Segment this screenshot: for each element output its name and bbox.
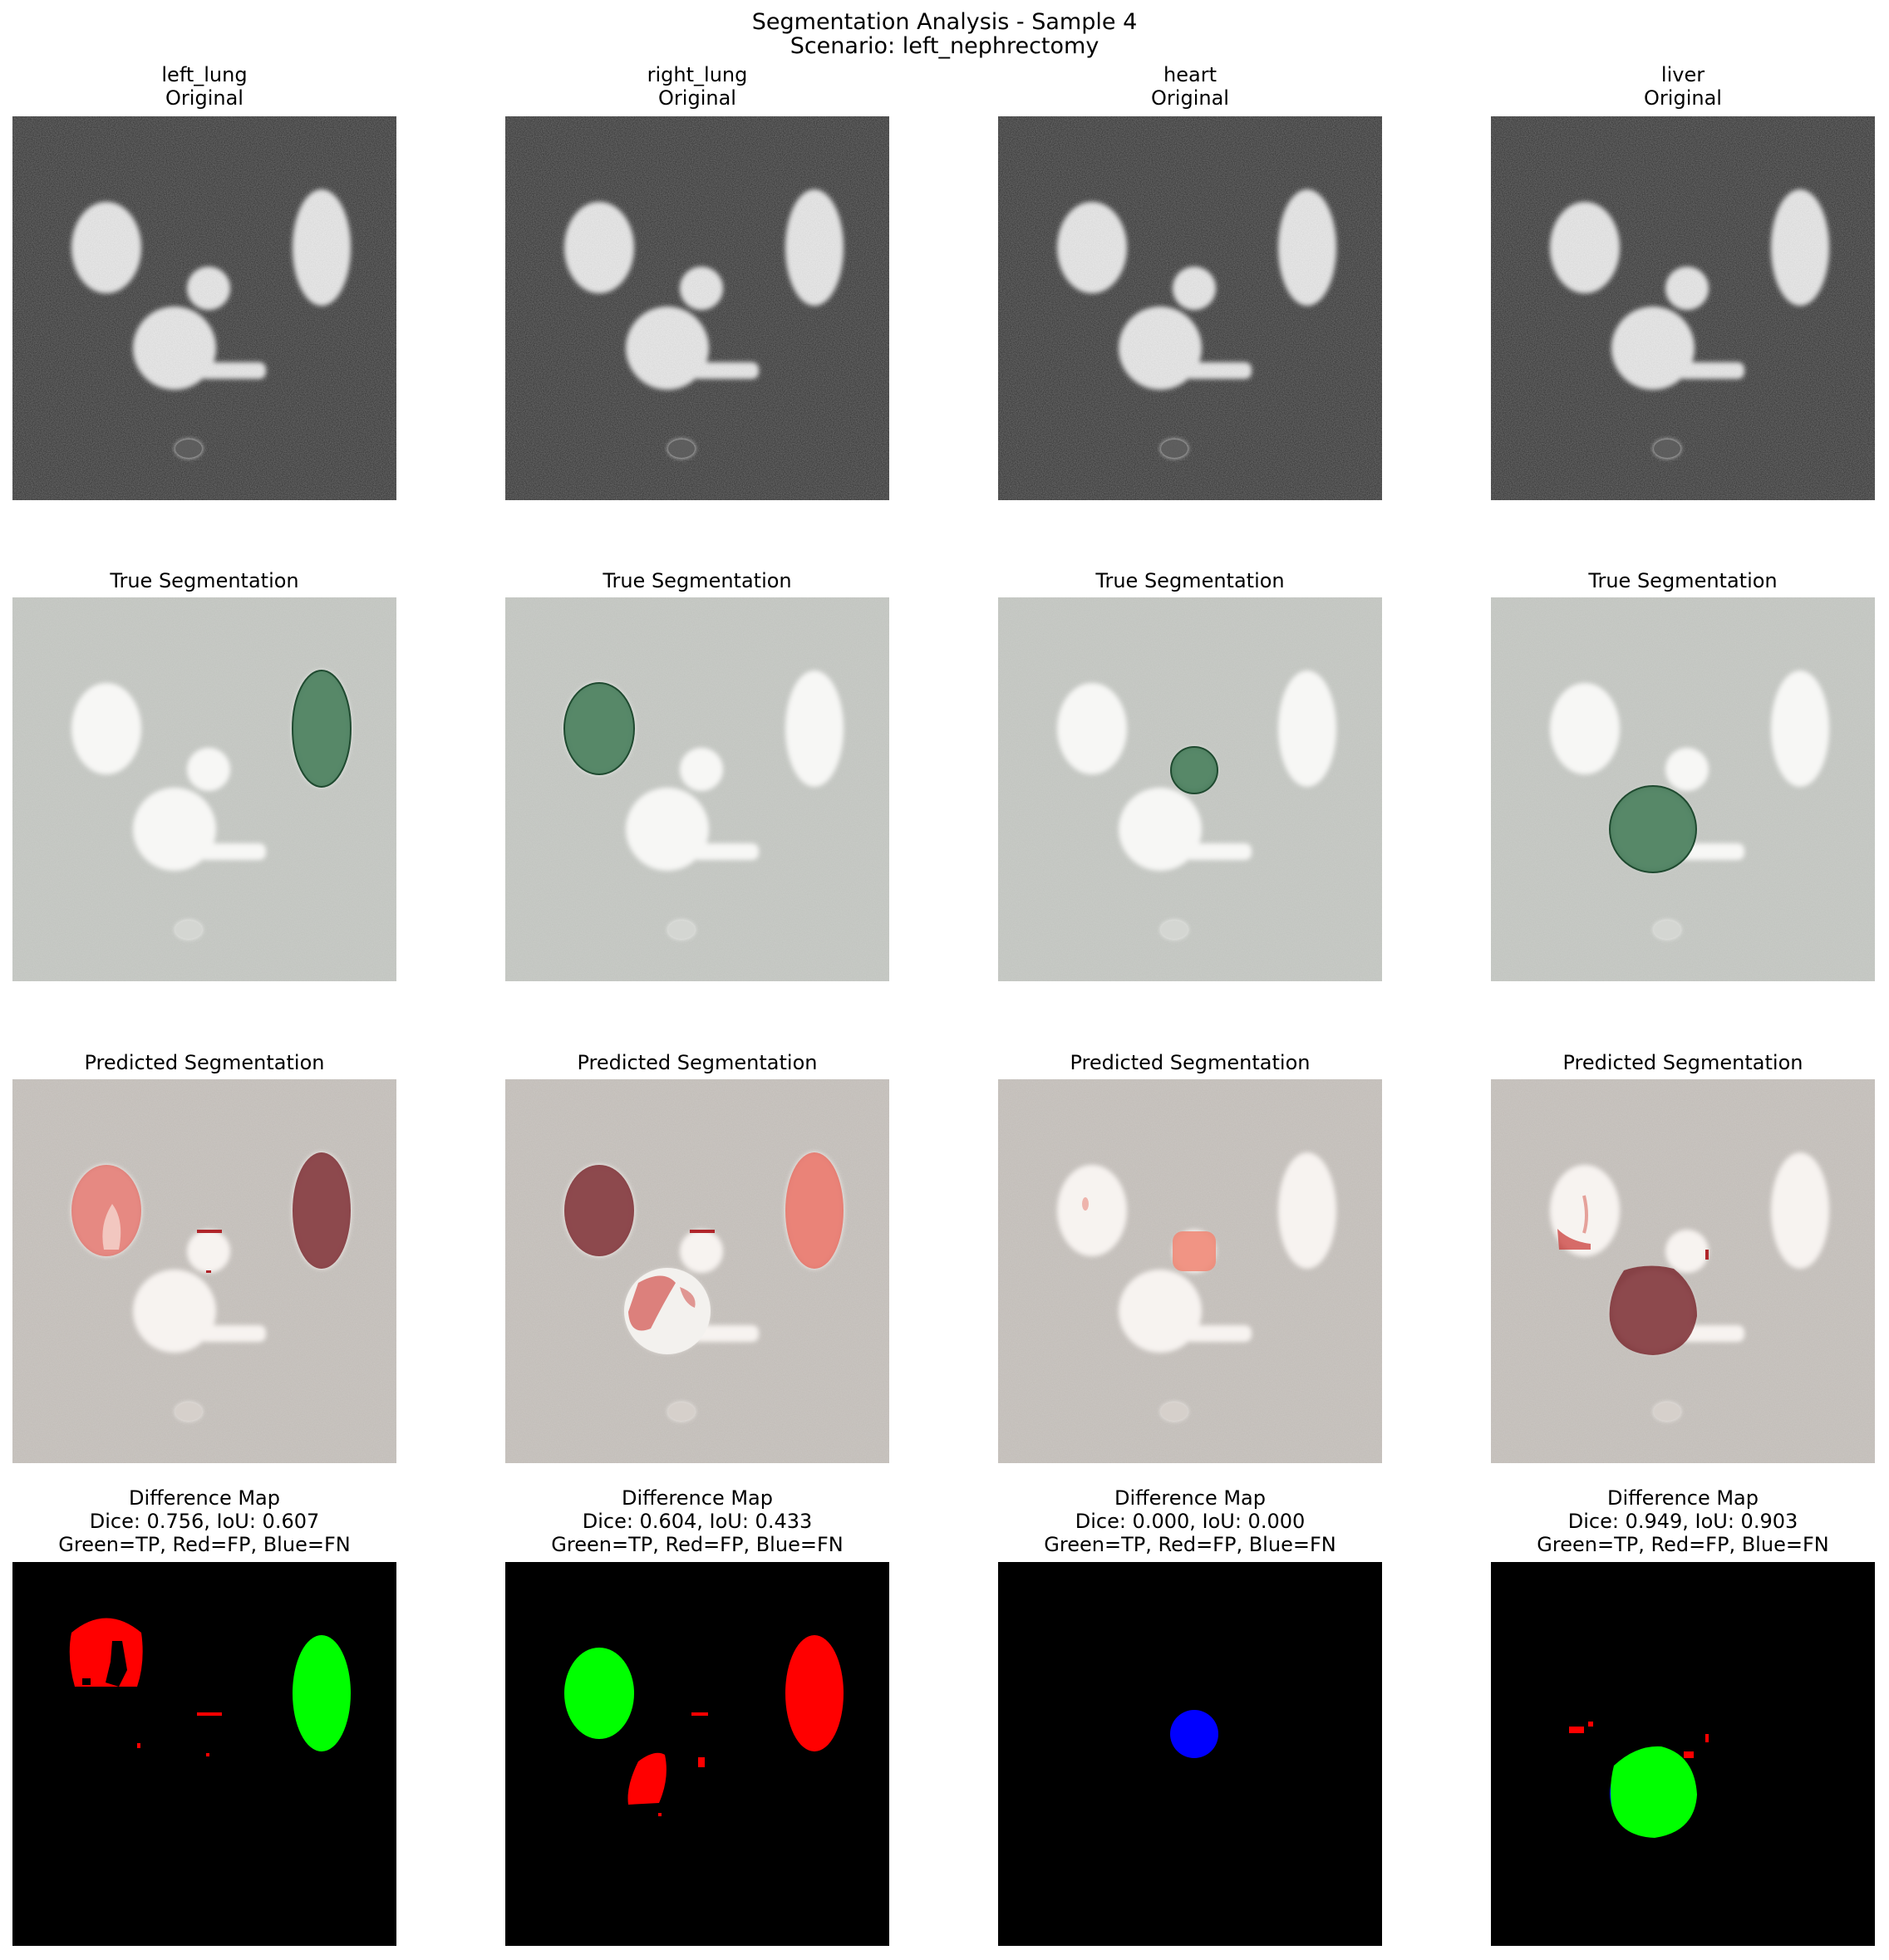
diff-legend: Green=TP, Red=FP, Blue=FN [1044,1533,1336,1556]
organ-label: heart [1163,63,1217,86]
diff-heading: Difference Map [128,1486,280,1510]
true-seg-title-3: True Segmentation [1095,569,1285,592]
original-image-heart [998,116,1382,500]
pred-seg-liver [1491,1079,1875,1463]
original-image-left-lung [12,116,396,500]
true-seg-title-4: True Segmentation [1588,569,1778,592]
diff-map-liver [1491,1562,1875,1946]
true-seg-right-lung [505,597,889,981]
diff-title-2: Difference Map Dice: 0.604, IoU: 0.433 G… [448,1486,947,1556]
diff-heading: Difference Map [621,1486,773,1510]
true-seg-title-1: True Segmentation [110,569,299,592]
true-seg-title-2: True Segmentation [603,569,792,592]
diff-metrics: Dice: 0.949, IoU: 0.903 [1567,1510,1798,1533]
pred-seg-heart [998,1079,1382,1463]
true-seg-heart [998,597,1382,981]
diff-legend: Green=TP, Red=FP, Blue=FN [58,1533,351,1556]
col3-title: heart Original [941,63,1439,110]
organ-label: right_lung [647,63,748,86]
pred-seg-title-2: Predicted Segmentation [577,1051,818,1074]
diff-heading: Difference Map [1606,1486,1759,1510]
subtitle-label: Original [1644,86,1722,110]
organ-label: left_lung [161,63,248,86]
diff-metrics: Dice: 0.604, IoU: 0.433 [582,1510,813,1533]
pred-seg-title-3: Predicted Segmentation [1070,1051,1311,1074]
col1-title: left_lung Original [0,63,454,110]
subtitle-label: Original [165,86,244,110]
figure-title: Segmentation Analysis - Sample 4 Scenari… [0,10,1889,58]
diff-legend: Green=TP, Red=FP, Blue=FN [551,1533,844,1556]
organ-label: liver [1660,63,1705,86]
col4-title: liver Original [1434,63,1889,110]
diff-metrics: Dice: 0.756, IoU: 0.607 [89,1510,320,1533]
diff-map-left-lung [12,1562,396,1946]
diff-title-4: Difference Map Dice: 0.949, IoU: 0.903 G… [1434,1486,1889,1556]
diff-metrics: Dice: 0.000, IoU: 0.000 [1075,1510,1306,1533]
pred-seg-title-4: Predicted Segmentation [1562,1051,1803,1074]
col2-title: right_lung Original [448,63,947,110]
subtitle-label: Original [658,86,736,110]
diff-map-heart [998,1562,1382,1946]
diff-title-3: Difference Map Dice: 0.000, IoU: 0.000 G… [941,1486,1439,1556]
original-image-liver [1491,116,1875,500]
pred-seg-right-lung [505,1079,889,1463]
true-seg-liver [1491,597,1875,981]
figure-title-line2: Scenario: left_nephrectomy [790,33,1099,59]
diff-legend: Green=TP, Red=FP, Blue=FN [1537,1533,1829,1556]
diff-map-right-lung [505,1562,889,1946]
original-image-right-lung [505,116,889,500]
subtitle-label: Original [1151,86,1229,110]
diff-title-1: Difference Map Dice: 0.756, IoU: 0.607 G… [0,1486,454,1556]
true-seg-left-lung [12,597,396,981]
figure-title-line1: Segmentation Analysis - Sample 4 [751,9,1138,35]
diff-heading: Difference Map [1114,1486,1266,1510]
pred-seg-left-lung [12,1079,396,1463]
pred-seg-title-1: Predicted Segmentation [84,1051,325,1074]
